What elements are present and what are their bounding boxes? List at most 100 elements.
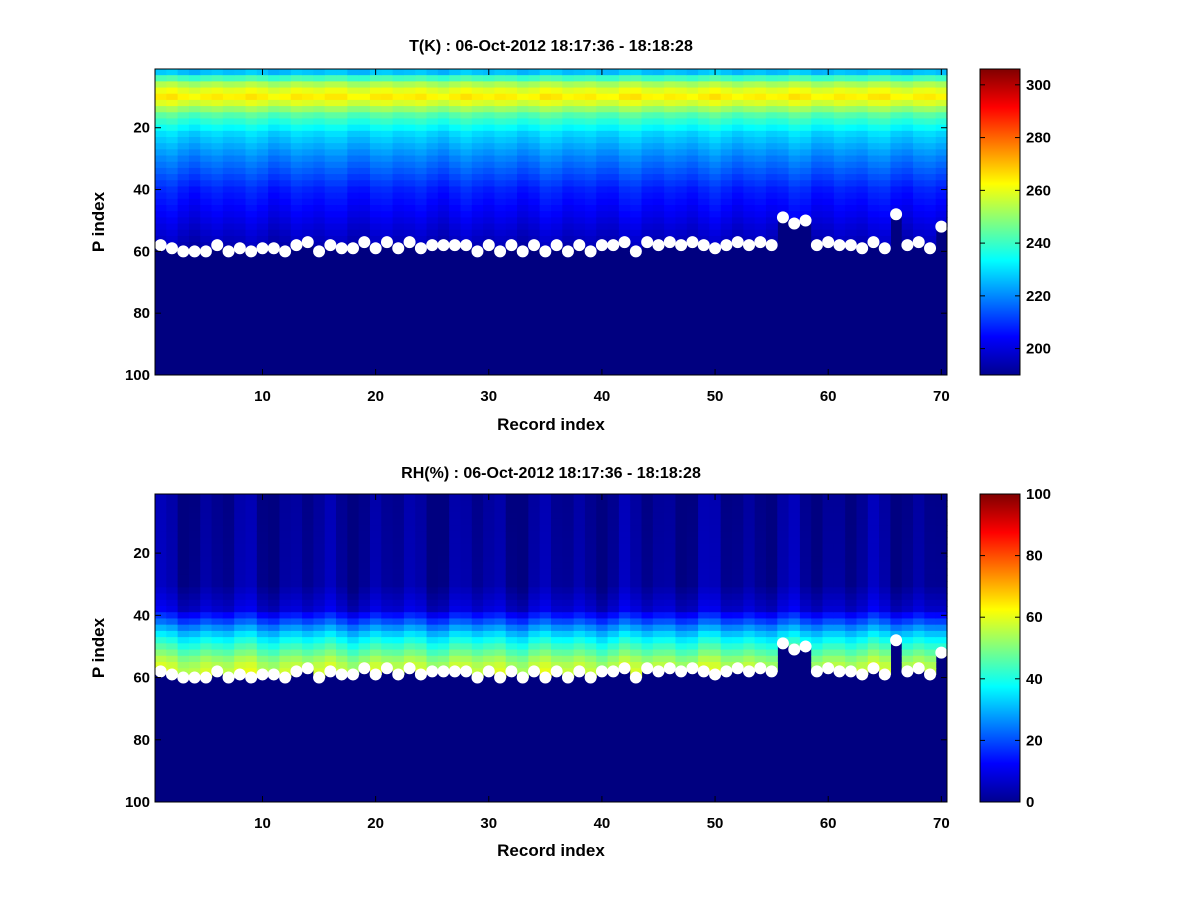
heatmap-cell — [652, 130, 665, 138]
heatmap-cell — [539, 599, 552, 607]
y-tick-label: 40 — [133, 182, 150, 199]
heatmap-cell — [234, 630, 247, 638]
heatmap-cell — [901, 205, 914, 212]
heatmap-cell — [901, 630, 914, 638]
heatmap-cell — [279, 649, 292, 657]
heatmap-cell — [935, 161, 948, 169]
heatmap-cell — [539, 192, 552, 200]
heatmap-cell — [867, 180, 880, 188]
heatmap-cell — [166, 637, 179, 644]
surface-marker — [765, 239, 778, 252]
heatmap-cell — [166, 112, 179, 120]
heatmap-cell — [788, 99, 801, 107]
heatmap-cell — [596, 81, 609, 89]
heatmap-cell — [754, 93, 767, 101]
heatmap-cell — [720, 149, 733, 157]
heatmap-cell — [924, 118, 937, 126]
heatmap-cell — [720, 161, 733, 169]
heatmap-cell — [845, 69, 858, 76]
heatmap-cell — [664, 124, 677, 132]
heatmap-cell — [426, 75, 439, 82]
heatmap-cell — [652, 618, 665, 626]
heatmap-cell — [336, 624, 348, 632]
heatmap-cell — [279, 167, 292, 175]
heatmap-cell — [494, 137, 507, 144]
heatmap-cell — [188, 99, 201, 107]
heatmap-cell — [698, 180, 710, 188]
heatmap-cell — [879, 543, 892, 551]
heatmap-cell — [652, 124, 665, 132]
heatmap-cell — [686, 550, 699, 557]
heatmap-cell — [256, 93, 269, 101]
heatmap-cell — [664, 211, 677, 218]
heatmap-cell — [765, 512, 778, 520]
heatmap-cell — [584, 550, 597, 557]
heatmap-cell — [369, 235, 382, 243]
heatmap-cell — [833, 606, 846, 613]
heatmap-cell — [256, 655, 269, 663]
heatmap-cell — [234, 618, 247, 626]
heatmap-cell — [245, 69, 258, 76]
heatmap-cell — [460, 568, 473, 576]
heatmap-cell — [890, 161, 903, 169]
heatmap-cell — [245, 149, 258, 157]
heatmap-cell — [867, 93, 880, 101]
heatmap-cell — [517, 593, 529, 601]
heatmap-cell — [188, 518, 201, 526]
heatmap-cell — [460, 180, 473, 188]
heatmap-cell — [698, 593, 710, 601]
heatmap-cell — [856, 99, 869, 107]
heatmap-cell — [562, 174, 575, 181]
heatmap-cell — [483, 556, 496, 564]
heatmap-cell — [539, 180, 552, 188]
heatmap-cell — [777, 562, 790, 570]
heatmap-cell — [551, 618, 563, 626]
heatmap-cell — [426, 99, 439, 107]
heatmap-cell — [211, 167, 224, 175]
heatmap-cell — [358, 112, 371, 120]
heatmap-cell — [811, 174, 824, 181]
heatmap-cell — [765, 118, 778, 126]
heatmap-cell — [234, 512, 247, 520]
heatmap-cell — [573, 143, 586, 150]
heatmap-cell — [641, 637, 654, 644]
heatmap-cell — [471, 587, 484, 595]
heatmap-cell — [471, 618, 484, 626]
heatmap-cell — [596, 205, 609, 212]
heatmap-cell — [675, 599, 688, 607]
heatmap-cell — [596, 525, 609, 532]
heatmap-cell — [573, 550, 586, 557]
heatmap-cell — [437, 161, 450, 169]
heatmap-cell — [426, 143, 439, 150]
heatmap-cell — [686, 543, 699, 551]
heatmap-cell — [879, 556, 892, 564]
heatmap-cell — [799, 494, 812, 501]
heatmap-cell — [302, 568, 314, 576]
heatmap-cell — [392, 155, 405, 163]
heatmap-cell — [381, 593, 394, 601]
heatmap-cell — [584, 143, 597, 150]
heatmap-cell — [822, 186, 835, 194]
heatmap-cell — [234, 149, 247, 157]
heatmap-cell — [799, 550, 812, 557]
heatmap-cell — [166, 655, 179, 663]
heatmap-cell — [732, 211, 744, 218]
heatmap-cell — [822, 167, 835, 175]
heatmap-cell — [155, 174, 167, 181]
heatmap-cell — [913, 562, 925, 570]
heatmap-cell — [675, 155, 688, 163]
heatmap-cell — [347, 543, 360, 551]
heatmap-cell — [765, 587, 778, 595]
heatmap-cell — [256, 550, 269, 557]
heatmap-cell — [336, 550, 348, 557]
heatmap-cell — [358, 174, 371, 181]
heatmap-cell — [551, 149, 563, 157]
heatmap-cell — [211, 106, 224, 113]
heatmap-cell — [517, 223, 529, 231]
heatmap-cell — [449, 229, 462, 237]
heatmap-cell — [777, 624, 790, 632]
heatmap-cell — [347, 180, 360, 188]
heatmap-cell — [630, 223, 643, 231]
heatmap-cell — [709, 518, 722, 526]
